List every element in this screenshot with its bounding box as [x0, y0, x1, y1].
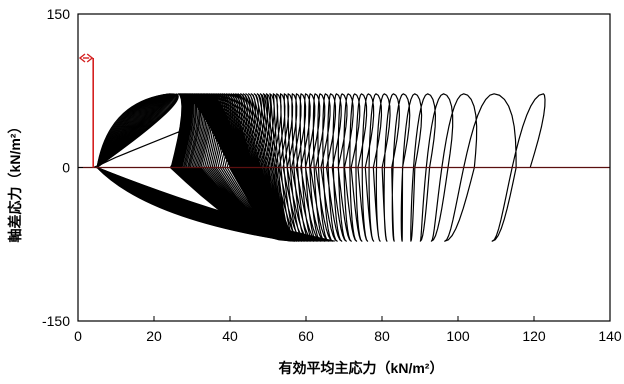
x-tick-label: 140: [598, 328, 622, 344]
x-tick-label: 40: [222, 328, 238, 344]
x-tick-label: 100: [446, 328, 470, 344]
x-axis-title: 有効平均主応力（kN/m²）: [279, 360, 444, 376]
stress-path-group: [92, 93, 546, 242]
annotation-arrowhead-left: [78, 53, 86, 63]
y-tick-label: 0: [62, 160, 70, 176]
annotation-group: [78, 53, 94, 168]
y-tick-label: -150: [42, 313, 70, 329]
y-tick-label: 150: [47, 6, 71, 22]
y-axis-ticks: -150 0 150: [42, 6, 83, 329]
x-tick-label: 80: [374, 328, 390, 344]
stress-path-fan-lower: [96, 167, 336, 242]
stress-path-fan-upper: [96, 93, 179, 168]
y-axis-title: 軸差応力（kN/m²）: [7, 120, 23, 243]
x-tick-label: 0: [74, 328, 82, 344]
x-axis-ticks: 0 20 40 60 80 100 120 140: [74, 316, 622, 344]
x-tick-label: 60: [298, 328, 314, 344]
annotation-arrowhead-right: [86, 53, 94, 63]
x-tick-label: 120: [522, 328, 546, 344]
x-tick-label: 20: [146, 328, 162, 344]
